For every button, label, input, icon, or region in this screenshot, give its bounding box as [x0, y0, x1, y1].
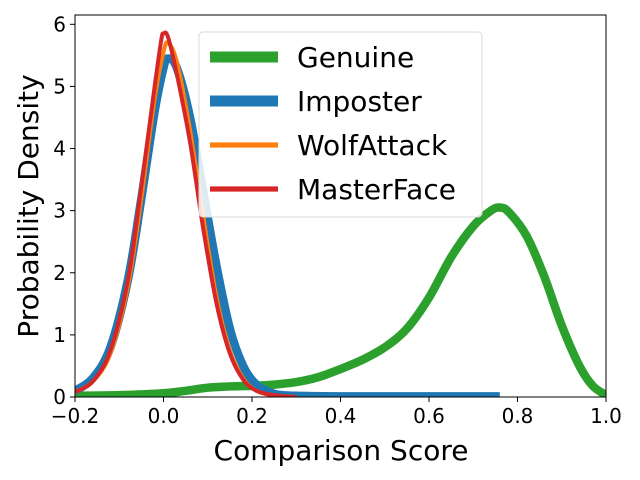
legend-label-masterface: MasterFace: [297, 173, 456, 206]
x-tick-label: 0.4: [325, 404, 357, 428]
series-line-genuine: [75, 203, 606, 397]
y-tick-label: 6: [53, 12, 66, 36]
legend-label-imposter: Imposter: [297, 85, 422, 118]
series-layer: [75, 30, 606, 397]
x-axis-title: Comparison Score: [214, 434, 469, 467]
y-tick-label: 5: [53, 74, 66, 98]
x-tick-label: 0.6: [413, 404, 445, 428]
legend-label-genuine: Genuine: [297, 41, 414, 74]
y-tick-label: 4: [53, 137, 66, 161]
x-tick-label: −0.2: [51, 404, 100, 428]
series-line-masterface: [75, 30, 297, 397]
y-tick-label: 0: [53, 385, 66, 409]
y-tick-label: 1: [53, 323, 66, 347]
legend-label-wolfattack: WolfAttack: [297, 129, 448, 162]
legend-box: [198, 31, 483, 218]
y-axis-title: Probability Density: [12, 74, 45, 337]
x-tick-label: 1.0: [590, 404, 622, 428]
x-tick-label: 0.0: [148, 404, 180, 428]
y-tick-label: 2: [53, 261, 66, 285]
legend: Genuine Imposter WolfAttack MasterFace: [198, 31, 483, 218]
x-tick-label: 0.2: [236, 404, 268, 428]
ticks-layer: −0.2 0.0 0.2 0.4 0.6 0.8 1.0 0 1 2 3 4 5 6: [51, 12, 622, 428]
x-tick-label: 0.8: [502, 404, 534, 428]
y-tick-label: 3: [53, 199, 66, 223]
legend-items: Genuine Imposter WolfAttack MasterFace: [210, 41, 456, 206]
